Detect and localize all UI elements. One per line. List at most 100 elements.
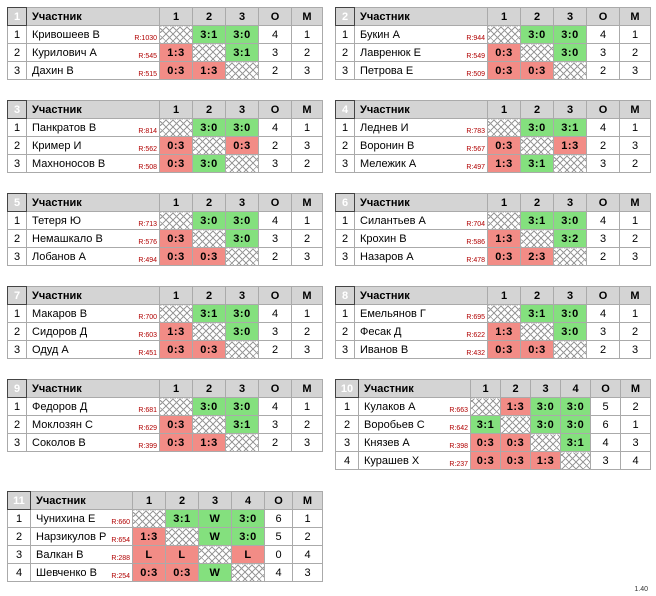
participant-name[interactable]: Чунихина Е (36, 512, 96, 525)
self-match-cell (530, 433, 561, 452)
place-value: 2 (292, 527, 323, 546)
participant-name[interactable]: Кривошеев В (32, 28, 100, 41)
rating-value: 704 (473, 221, 485, 228)
participant-name[interactable]: Крохин В (360, 232, 407, 245)
rating-prefix: R: (134, 35, 142, 42)
points-value: 4 (590, 433, 621, 452)
match-loss-score: 0:3 (159, 247, 193, 266)
match-loss-score: 1:3 (192, 433, 226, 452)
seat-number: 4 (335, 451, 359, 470)
self-match-cell (159, 25, 193, 44)
participant-name[interactable]: Петрова Е (360, 64, 414, 77)
opponent-column-header: 3 (225, 100, 259, 119)
participant-name[interactable]: Воронин В (360, 139, 415, 152)
participant-rating: R:663 (449, 407, 468, 414)
group-number-badge: 3 (7, 100, 27, 119)
match-win-score: 3:0 (520, 25, 554, 44)
match-win-score: 3:0 (192, 397, 226, 416)
match-win-score: 3:0 (192, 118, 226, 137)
match-loss-score: 0:3 (159, 61, 193, 80)
participant-name[interactable]: Соколов В (32, 436, 86, 449)
rating-prefix: R: (138, 53, 146, 60)
group-header-row: 10 Участник 1 2 3 4 О М (335, 379, 651, 398)
seat-number: 3 (335, 61, 355, 80)
participant-name[interactable]: Курашев Х (364, 454, 420, 467)
participant-name[interactable]: Емельянов Г (360, 307, 426, 320)
participant-name[interactable]: Иванов В (360, 343, 409, 356)
match-win-score: 3:0 (553, 43, 587, 62)
group-table: 4 Участник 1 2 3 О М 1 Леднев И R:783 3:0 3:1 4 1 2 Вор… (335, 100, 651, 173)
participant-name[interactable]: Кример И (32, 139, 82, 152)
points-value: 2 (258, 340, 292, 359)
participant-name[interactable]: Кулаков А (364, 400, 416, 413)
opponent-column-header: 2 (165, 491, 199, 510)
participant-name[interactable]: Воробьев С (364, 418, 425, 431)
rating-value: 399 (145, 443, 157, 450)
match-win-score: 3:1 (520, 211, 554, 230)
seat-number: 1 (335, 211, 355, 230)
place-value: 2 (619, 229, 651, 248)
group-header-row: 9 Участник 1 2 3 О М (7, 379, 323, 398)
participant-rating: R:399 (138, 443, 157, 450)
participant-row: 2 Нарзикулов Р R:654 1:3 W 3:0 5 2 (7, 527, 323, 546)
participant-name[interactable]: Леднев И (360, 121, 409, 134)
opponent-column-header: 3 (225, 193, 259, 212)
participant-name[interactable]: Мележик А (360, 157, 417, 170)
participant-name[interactable]: Дахин В (32, 64, 74, 77)
participant-name[interactable]: Валкан В (36, 548, 84, 561)
participant-name[interactable]: Моклозян С (32, 418, 93, 431)
participant-cell: Махноносов В R:508 (26, 154, 160, 173)
group-header-row: 7 Участник 1 2 3 О М (7, 286, 323, 305)
participant-name[interactable]: Лобанов А (32, 250, 86, 263)
participant-rating: R:695 (466, 314, 485, 321)
participant-name[interactable]: Макаров В (32, 307, 88, 320)
participant-name[interactable]: Букин А (360, 28, 400, 41)
participant-cell: Лобанов А R:494 (26, 247, 160, 266)
match-loss-score: 0:3 (192, 247, 226, 266)
participant-name[interactable]: Сидоров Д (32, 325, 88, 338)
points-value: 5 (590, 397, 621, 416)
opponent-column-header: 1 (470, 379, 501, 398)
seat-number: 1 (335, 397, 359, 416)
participant-name[interactable]: Силантьев А (360, 214, 426, 227)
participant-cell: Моклозян С R:629 (26, 415, 160, 434)
seat-number: 1 (335, 304, 355, 323)
place-value: 3 (620, 433, 651, 452)
self-match-cell (553, 154, 587, 173)
participant-name[interactable]: Князев А (364, 436, 410, 449)
participant-name[interactable]: Нарзикулов Р (36, 530, 107, 543)
match-loss-score: 0:3 (165, 563, 199, 582)
match-win-score: 3:0 (560, 415, 591, 434)
participant-name[interactable]: Немашкало В (32, 232, 103, 245)
opponent-column-header: 1 (159, 193, 193, 212)
participant-name[interactable]: Шевченко В (36, 566, 97, 579)
place-column-header: М (619, 286, 651, 305)
participant-row: 2 Немашкало В R:576 0:3 3:0 3 2 (7, 229, 323, 248)
opponent-column-header: 2 (520, 193, 554, 212)
participant-name[interactable]: Лавренюк Е (360, 46, 421, 59)
self-match-cell (487, 211, 521, 230)
rating-prefix: R: (466, 35, 474, 42)
place-column-header: М (619, 100, 651, 119)
match-loss-score: 1:3 (487, 154, 521, 173)
participant-name[interactable]: Махноносов В (32, 157, 106, 170)
points-value: 3 (586, 229, 620, 248)
place-column-header: М (292, 491, 323, 510)
rating-value: 545 (145, 53, 157, 60)
participant-name[interactable]: Назаров А (360, 250, 414, 263)
match-loss-score: 0:3 (159, 433, 193, 452)
participant-rating: R:254 (111, 573, 130, 580)
participant-name[interactable]: Тетеря Ю (32, 214, 82, 227)
participant-name[interactable]: Фесак Д (360, 325, 402, 338)
rating-prefix: R: (466, 128, 474, 135)
group-header-row: 2 Участник 1 2 3 О М (335, 7, 651, 26)
participant-name[interactable]: Панкратов В (32, 121, 97, 134)
participant-name[interactable]: Федоров Д (32, 400, 88, 413)
points-value: 4 (258, 211, 292, 230)
participant-name[interactable]: Одуд А (32, 343, 69, 356)
participant-name[interactable]: Курилович А (32, 46, 97, 59)
match-win-score: 3:1 (470, 415, 501, 434)
match-win-score: W (198, 527, 232, 546)
self-match-cell (231, 563, 265, 582)
match-loss-score: 2:3 (520, 247, 554, 266)
